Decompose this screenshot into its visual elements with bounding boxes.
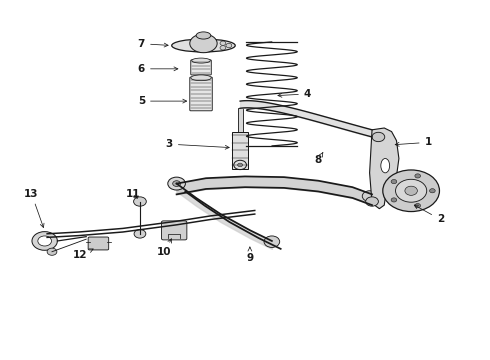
Circle shape — [415, 203, 420, 208]
Text: 1: 1 — [395, 138, 432, 147]
Text: 7: 7 — [138, 39, 168, 49]
Ellipse shape — [196, 32, 211, 39]
Bar — [232, 132, 248, 169]
Circle shape — [372, 132, 385, 141]
Circle shape — [264, 236, 280, 247]
Circle shape — [395, 179, 427, 202]
Ellipse shape — [381, 158, 390, 173]
Text: 10: 10 — [157, 239, 171, 257]
Circle shape — [172, 181, 180, 186]
FancyBboxPatch shape — [161, 221, 187, 240]
Circle shape — [391, 198, 397, 202]
Text: 4: 4 — [278, 89, 311, 99]
Bar — [238, 108, 243, 132]
Text: 2: 2 — [415, 205, 444, 224]
Ellipse shape — [190, 34, 217, 53]
Text: 6: 6 — [138, 64, 178, 74]
Circle shape — [391, 180, 397, 184]
Circle shape — [415, 174, 420, 178]
Text: 8: 8 — [315, 152, 323, 165]
Text: 12: 12 — [73, 249, 93, 260]
Circle shape — [226, 43, 232, 48]
Circle shape — [168, 177, 185, 190]
Text: 5: 5 — [138, 96, 187, 106]
Circle shape — [383, 170, 440, 212]
Ellipse shape — [172, 39, 235, 52]
Ellipse shape — [192, 58, 210, 63]
Circle shape — [32, 231, 57, 250]
Circle shape — [47, 248, 57, 255]
Circle shape — [134, 197, 147, 206]
Circle shape — [366, 197, 378, 206]
Circle shape — [405, 186, 417, 195]
Circle shape — [238, 163, 243, 167]
Ellipse shape — [191, 75, 211, 81]
Text: 3: 3 — [166, 139, 229, 149]
Polygon shape — [369, 128, 399, 209]
Text: 11: 11 — [125, 189, 140, 199]
FancyBboxPatch shape — [88, 237, 109, 250]
Circle shape — [134, 229, 146, 238]
FancyBboxPatch shape — [191, 60, 211, 75]
Circle shape — [362, 191, 377, 202]
Circle shape — [220, 41, 226, 45]
FancyBboxPatch shape — [190, 77, 212, 111]
Text: 9: 9 — [246, 247, 253, 263]
Circle shape — [430, 189, 435, 193]
Circle shape — [38, 236, 51, 246]
Text: 13: 13 — [24, 189, 44, 228]
Circle shape — [220, 46, 226, 50]
